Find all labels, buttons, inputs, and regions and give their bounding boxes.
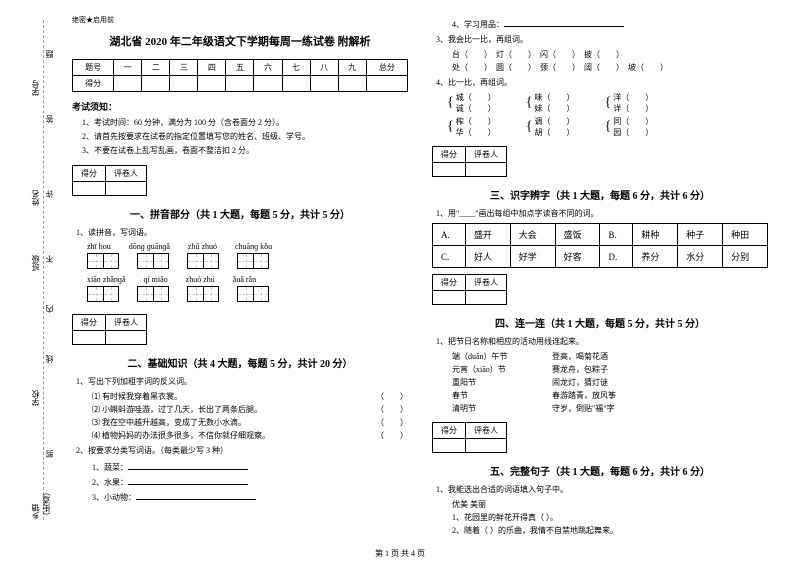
grid-row-2	[87, 286, 408, 302]
r-top-4: 4、学习用品：	[452, 17, 768, 30]
scorebox-2: 得分评卷人	[72, 314, 147, 345]
notice-1: 1、考试时间：60 分钟，满分为 100 分（含卷面分 2 分）。	[82, 117, 408, 128]
binding-margin: 乡镇（街道） 剪 学校 线 内 班级 不 姓名 许 学号 答 题	[8, 20, 53, 520]
pair-row-2: {榨（ ）华（ ） {调（ ）胡（ ） {同（ ）园（ ）	[447, 116, 768, 138]
score-table: 题号 一 二 三 四 五 六 七 八 九 总分 得分	[72, 59, 408, 92]
r-q3: 3、我会比一比，再组词。	[436, 34, 768, 45]
q3: 1、用"____"画出每组中加点字读音不同的词。	[436, 208, 768, 219]
q2-2-1: 1、蔬菜：	[92, 460, 408, 473]
scorebox-1: 得分评卷人	[72, 165, 147, 196]
section-5-title: 五、完整句子（共 1 大题，每题 6 分，共计 6 分）	[432, 463, 768, 478]
q5-1[interactable]: 1、花园里的鲜花开得真（ ）。	[452, 512, 768, 523]
scorebox-5: 得分评卷人	[432, 422, 507, 453]
q2-1-2: ⑵ 小蝌蚪游哇游，过了几天，长出了两条后腿。（ ）	[92, 404, 408, 415]
q5-words: 优美 美丽	[452, 499, 768, 510]
label-class: 班级	[30, 255, 41, 271]
label-inside: 内	[44, 305, 55, 313]
q2-1-1: ⑴ 有时候我穿着黑衣裳。（ ）	[92, 391, 408, 402]
match-3[interactable]: 重阳节闹龙灯，猜灯谜	[452, 377, 768, 388]
notice-3: 3、不要在试卷上乱写乱画，卷面不整洁扣 2 分。	[82, 145, 408, 156]
dashed-line	[43, 20, 44, 520]
r-q4: 4、比一比，再组词。	[436, 77, 768, 88]
section-3-title: 三、识字辨字（共 1 大题，每题 6 分，共计 6 分）	[432, 187, 768, 202]
label-cut: 剪	[44, 450, 55, 458]
score-value-row: 得分	[73, 76, 408, 92]
score-header-row: 题号 一 二 三 四 五 六 七 八 九 总分	[73, 60, 408, 76]
section-2-title: 二、基础知识（共 4 大题，每题 5 分，共计 20 分）	[72, 355, 408, 370]
match-2[interactable]: 元宵（xiāo）节赛龙舟，包粽子	[452, 364, 768, 375]
label-school: 学校	[30, 390, 41, 406]
section-4-title: 四、连一连（共 1 大题，每题 5 分，共计 5 分）	[432, 315, 768, 330]
q2-1: 1、写出下列加粗字词的反义词。	[76, 376, 408, 387]
q5-2[interactable]: 2、随着（ ）的乐曲，我情不自禁地跳起舞来。	[452, 525, 768, 536]
q2-2-2: 2、水果：	[92, 475, 408, 488]
label-line: 线	[44, 355, 55, 363]
notice-title: 考试须知：	[72, 100, 408, 113]
q2-1-3: ⑶ 我在空中越升越高，变成了无数小水滴。（ ）	[92, 417, 408, 428]
r-q3-row1: 台（ ） 灯（ ） 闪（ ） 披（ ）	[452, 49, 768, 60]
right-column: 4、学习用品： 3、我会比一比，再组词。 台（ ） 灯（ ） 闪（ ） 披（ ）…	[420, 15, 780, 545]
label-id: 学号	[30, 80, 41, 96]
seal-text: 绝密★启用前	[72, 15, 408, 25]
notice-2: 2、请首先按要求在试卷的指定位置填写您的姓名、班级、学号。	[82, 131, 408, 142]
q2-2-3: 3、小动物：	[92, 490, 408, 503]
label-township: 乡镇（街道）	[30, 490, 52, 520]
page-container: 绝密★启用前 湖北省 2020 年二年级语文下学期每周一练试卷 附解析 题号 一…	[0, 0, 800, 545]
pinyin-row-2: xiān zhǎnɡǎ qí miǎo zhuó zhú ǎuǎ rǎn	[87, 275, 408, 284]
pinyin-row-1: zhī hou dōnɡ ɡuānɡǎ zhǔ zhuó chuānɡ kǒu	[87, 242, 408, 251]
pair-row-1: {城（ ）诚（ ） {味（ ）妹（ ） {洋（ ）详（ ）	[447, 92, 768, 114]
scorebox-3: 得分评卷人	[432, 146, 507, 177]
label-not: 不	[44, 255, 55, 263]
page-footer: 第 1 页 共 4 页	[0, 548, 800, 559]
match-5[interactable]: 清明节守岁，倒贴"福"字	[452, 403, 768, 414]
label-answer: 答	[44, 115, 55, 123]
left-column: 绝密★启用前 湖北省 2020 年二年级语文下学期每周一练试卷 附解析 题号 一…	[60, 15, 420, 545]
label-question: 题	[44, 50, 55, 58]
match-1[interactable]: 端（duān）午节登高，喝菊花酒	[452, 351, 768, 362]
q1: 1、读拼音，写词语。	[76, 227, 408, 238]
q2-2: 2、按要求分类写词语。（每类最少写 3 种）	[76, 445, 408, 456]
q4: 1、把节日名称和相应的活动用线连起来。	[436, 336, 768, 347]
q5: 1、我能选出合适的词语填入句子中。	[436, 484, 768, 495]
match-4[interactable]: 春节春游踏青，放风筝	[452, 390, 768, 401]
grid-row-1	[87, 253, 408, 269]
exam-title: 湖北省 2020 年二年级语文下学期每周一练试卷 附解析	[72, 33, 408, 49]
word-table: A.盛开大会盛饭 B.耕种种子种田 C.好人好学好客 D.养分水分分别	[432, 223, 768, 268]
label-name: 姓名	[30, 190, 41, 206]
r-q3-row2: 处（ ） 圆（ ） 颈（ ） 阔（ ） 坡（ ）	[452, 62, 768, 73]
scorebox-4: 得分评卷人	[432, 274, 507, 305]
label-allow: 许	[44, 190, 55, 198]
section-1-title: 一、拼音部分（共 1 大题，每题 5 分，共计 5 分）	[72, 206, 408, 221]
q2-1-4: ⑷ 植物妈妈的办法很多很多，不信你就仔细观察。（ ）	[92, 430, 408, 441]
